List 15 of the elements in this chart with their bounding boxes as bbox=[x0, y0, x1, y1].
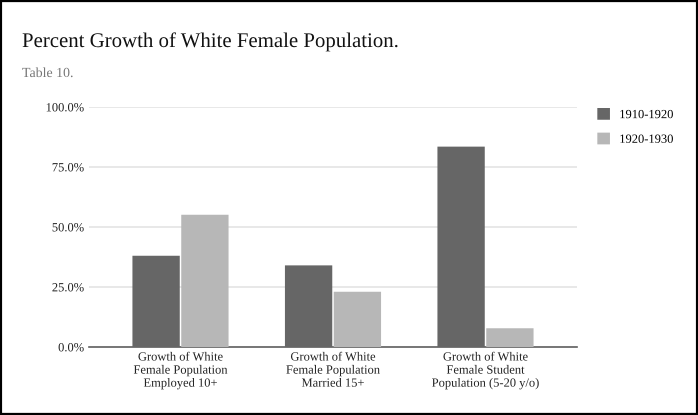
bar bbox=[334, 292, 382, 347]
y-tick-label: 50.0% bbox=[52, 223, 84, 232]
x-tick-label: Growth of White Female Population Married 15+ bbox=[286, 352, 380, 387]
chart-subtitle: Table 10. bbox=[22, 67, 73, 78]
bar bbox=[486, 328, 534, 347]
y-tick-label: 100.0% bbox=[46, 103, 84, 112]
y-tick-label: 75.0% bbox=[52, 163, 84, 172]
chart-title: Percent Growth of White Female Population. bbox=[22, 32, 398, 52]
legend-label: 1920-1930 bbox=[620, 134, 673, 143]
legend-label: 1910-1920 bbox=[620, 110, 673, 118]
x-tick-label: Growth of White Female Population Employed 10+ bbox=[134, 352, 228, 390]
y-tick-label: 0.0% bbox=[58, 343, 84, 352]
x-tick-label: Growth of White Female Student Population (5-20 y/o) bbox=[432, 352, 539, 390]
y-tick-label: 25.0% bbox=[52, 283, 84, 292]
bar bbox=[181, 214, 229, 347]
